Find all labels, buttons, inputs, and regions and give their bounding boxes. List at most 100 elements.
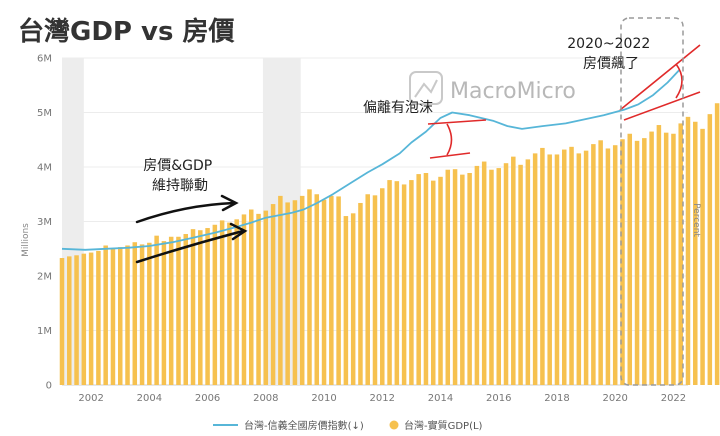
y-tick-label: 3M	[37, 217, 52, 228]
gdp-bar	[96, 250, 101, 385]
y-tick-label: 6M	[37, 54, 52, 65]
gdp-bar	[481, 161, 487, 385]
x-tick-label: 2010	[311, 393, 336, 404]
legend-bar-swatch	[389, 420, 399, 430]
gdp-bars	[59, 103, 720, 386]
x-tick-label: 2008	[253, 393, 278, 404]
gdp-bar	[263, 210, 269, 385]
gdp-bar	[74, 255, 79, 385]
gdp-bar	[518, 164, 523, 385]
gdp-bar	[452, 169, 458, 385]
gdp-bar	[190, 229, 196, 385]
gdp-bar	[387, 180, 392, 385]
x-tick-label: 2006	[195, 393, 220, 404]
watermark-logo-icon	[409, 71, 443, 105]
gdp-bar	[81, 253, 87, 385]
x-axis-ticks: 2002 2004 2006 2008 2010 2012 2014 2016 2018 2020…	[78, 393, 686, 404]
gridlines	[62, 57, 688, 386]
gdp-bar	[714, 103, 720, 386]
gdp-bar	[285, 202, 290, 385]
legend-label-gdp: 台灣-實質GDP(L)	[404, 419, 483, 432]
gdp-bar	[569, 146, 574, 385]
gdp-bar	[460, 174, 465, 385]
annotation-drawings	[135, 17, 701, 386]
gdp-bar	[329, 195, 334, 385]
gdp-bar	[270, 204, 276, 385]
gdp-bar	[132, 242, 138, 385]
y-axis-left-label: Millions	[21, 223, 31, 257]
gdp-bar	[161, 241, 167, 385]
x-tick-label: 2018	[544, 393, 569, 404]
gdp-bar	[198, 230, 203, 385]
legend: 台灣-信義全國房價指數(↓) 台灣-實質GDP(L)	[213, 419, 483, 432]
y-tick-label: 5M	[37, 108, 52, 119]
y-axis-ticks: 0 1M 2M 3M 4M 5M 6M	[37, 54, 52, 392]
arrow-upper	[135, 201, 236, 224]
gdp-bar	[474, 165, 480, 385]
gdp-bar	[314, 194, 320, 385]
gdp-bar	[678, 123, 683, 386]
gdp-bar	[467, 173, 472, 385]
gdp-bar	[278, 195, 283, 385]
gdp-bar	[685, 116, 691, 386]
gdp-bar	[321, 199, 327, 385]
gdp-bar	[343, 216, 349, 385]
gdp-bar	[365, 194, 370, 385]
house-price-line	[61, 69, 680, 251]
x-tick-label: 2014	[428, 393, 453, 404]
gdp-bar	[642, 138, 647, 385]
boom-line-lower	[623, 91, 701, 121]
gdp-bar	[438, 176, 443, 385]
gdp-bar	[154, 235, 159, 385]
gdp-bar	[591, 144, 596, 385]
gdp-bar	[445, 169, 451, 385]
annotation-linkage: 房價&GDP 維持聯動	[143, 157, 216, 194]
gdp-bar	[205, 228, 210, 385]
bubble-gap-arrow	[446, 123, 453, 156]
gdp-bar	[147, 242, 152, 385]
x-tick-label: 2012	[370, 393, 395, 404]
y-axis-right-label: Percent	[691, 203, 701, 237]
x-tick-label: 2004	[137, 393, 162, 404]
bubble-gap-upper	[427, 119, 487, 125]
gdp-bar	[562, 149, 567, 385]
house-price-series-line	[61, 69, 680, 251]
gdp-bar	[423, 173, 429, 385]
gdp-bar	[700, 128, 705, 385]
gdp-bar	[489, 169, 494, 385]
gdp-bar	[336, 196, 341, 385]
gdp-bar	[634, 140, 640, 385]
gdp-bar	[59, 258, 65, 385]
gdp-bar	[627, 133, 633, 385]
x-tick-label: 2022	[661, 393, 686, 404]
gdp-bar	[103, 245, 108, 385]
gdp-bar	[554, 154, 560, 385]
gdp-bar	[525, 159, 531, 385]
gdp-bar	[511, 156, 516, 385]
arrow-lower-head	[229, 222, 248, 241]
gdp-bar	[67, 256, 72, 385]
gdp-bar	[299, 195, 305, 385]
gdp-bar	[307, 189, 312, 385]
gdp-bar	[176, 236, 181, 385]
gdp-bar	[612, 145, 618, 385]
gdp-bar	[234, 219, 239, 385]
gdp-bar	[139, 244, 145, 385]
boom-arc	[675, 63, 683, 99]
gdp-bar	[125, 245, 130, 385]
watermark-text: MacroMicro	[450, 79, 576, 104]
annotation-boom: 2020~2022 房價飆了	[567, 36, 654, 72]
gdp-bar	[416, 174, 421, 385]
gdp-bar	[620, 139, 625, 385]
gdp-bar	[380, 188, 385, 385]
gdp-bar	[117, 247, 123, 385]
gdp-bar	[540, 147, 545, 385]
shaded-period	[62, 58, 84, 385]
gdp-bar	[496, 168, 501, 385]
gdp-bar	[583, 150, 589, 385]
gdp-bar	[168, 236, 174, 385]
gdp-bar	[219, 220, 225, 385]
gdp-bar	[394, 181, 400, 385]
